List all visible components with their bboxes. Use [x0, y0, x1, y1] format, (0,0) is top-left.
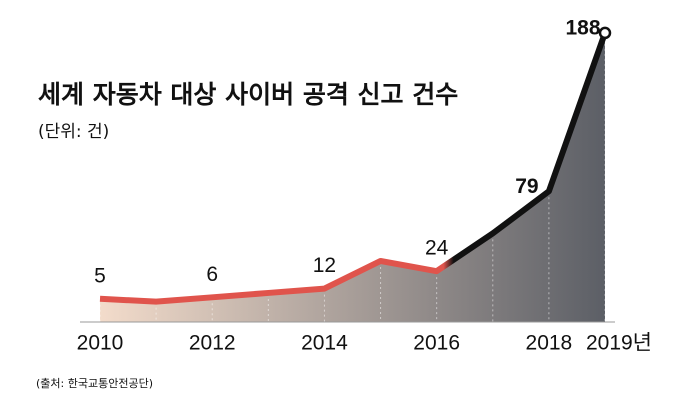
area — [100, 32, 605, 323]
value-label: 12 — [313, 254, 336, 277]
line — [99, 31, 608, 305]
end-marker — [598, 26, 612, 40]
x-tick-label: 2018 — [526, 332, 573, 355]
value-label: 24 — [425, 237, 449, 260]
chart-title: 세계 자동차 대상 사이버 공격 신고 건수 — [38, 80, 458, 109]
x-tick-label: 2014 — [301, 332, 348, 355]
value-label: 188 — [565, 16, 600, 39]
x-tick-label: 2012 — [189, 332, 236, 355]
x-tick-label: 2016 — [413, 332, 460, 355]
source: (출처: 한국교통안전공단) — [36, 377, 153, 390]
x-tick-label: 2010 — [77, 332, 124, 355]
value-label: 79 — [515, 175, 538, 198]
value-label: 6 — [206, 263, 218, 286]
chart-subtitle: (단위: 건) — [38, 122, 109, 142]
x-tick-label: 2019년 — [586, 332, 652, 355]
value-label: 5 — [94, 264, 106, 287]
